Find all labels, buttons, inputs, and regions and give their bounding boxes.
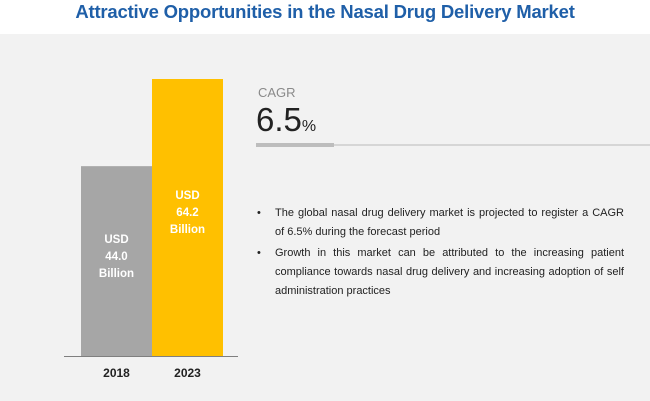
bullet-icon: • (257, 247, 261, 259)
x-tick-label-2023: 2023 (174, 366, 201, 380)
bar-label-unit: Billion (98, 267, 135, 280)
bar-2023 (152, 79, 223, 356)
bar-label-2023: USD 64.2 Billion (152, 188, 223, 239)
bar-2018 (81, 166, 152, 356)
bullet-text: The global nasal drug delivery market is… (275, 207, 624, 238)
x-tick-label-2018: 2018 (103, 366, 130, 380)
key-findings-list: • The global nasal drug delivery market i… (256, 204, 624, 303)
cagr-label: CAGR (258, 85, 296, 100)
cagr-number: 6.5 (256, 101, 302, 138)
bar-label-unit: Billion (169, 224, 206, 236)
cagr-value: 6.5% (256, 100, 316, 147)
cagr-divider (334, 144, 650, 146)
bar-label-value: 44.0 (105, 250, 128, 263)
bar-label-2018: USD 44.0 Billion (81, 232, 152, 283)
bullet-icon: • (257, 207, 261, 219)
list-item: • The global nasal drug delivery market i… (256, 204, 624, 242)
bar-label-currency: USD (104, 233, 129, 246)
bar-label-value: 64.2 (176, 207, 199, 219)
cagr-unit: % (301, 118, 317, 135)
bar-label-currency: USD (175, 190, 200, 202)
bullet-text: Growth in this market can be attributed … (275, 247, 624, 297)
cagr-divider-accent (256, 143, 334, 147)
list-item: • Growth in this market can be attributed… (256, 244, 624, 301)
chart-title: Attractive Opportunities in the Nasal Dr… (75, 1, 575, 22)
